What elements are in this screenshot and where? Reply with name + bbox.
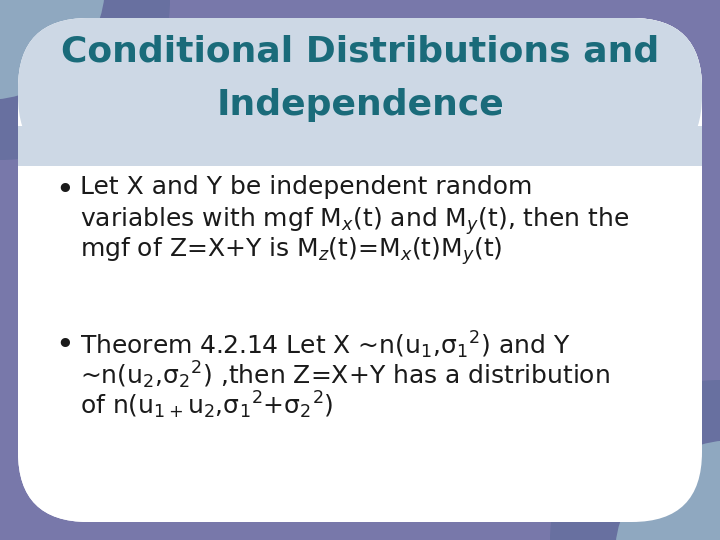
FancyBboxPatch shape [18, 126, 702, 166]
Text: ~n(u$_2$,σ$_2$$^2$) ,then Z=X+Y has a distribution: ~n(u$_2$,σ$_2$$^2$) ,then Z=X+Y has a di… [80, 360, 610, 392]
FancyBboxPatch shape [18, 18, 702, 522]
Text: •: • [55, 330, 73, 361]
Text: mgf of Z=X+Y is M$_z$(t)=M$_x$(t)M$_y$(t): mgf of Z=X+Y is M$_z$(t)=M$_x$(t)M$_y$(t… [80, 235, 503, 267]
FancyBboxPatch shape [18, 18, 702, 166]
Ellipse shape [0, 0, 170, 160]
Text: Let X and Y be independent random: Let X and Y be independent random [80, 175, 532, 199]
Text: Conditional Distributions and: Conditional Distributions and [61, 35, 659, 69]
Text: Theorem 4.2.14 Let X ~n(u$_1$,σ$_1$$^2$) and Y: Theorem 4.2.14 Let X ~n(u$_1$,σ$_1$$^2$)… [80, 330, 570, 361]
Text: •: • [55, 175, 73, 206]
Text: of n(u$_{1+}$u$_2$,σ$_1$$^2$+σ$_2$$^2$): of n(u$_{1+}$u$_2$,σ$_1$$^2$+σ$_2$$^2$) [80, 390, 333, 421]
Ellipse shape [550, 380, 720, 540]
Ellipse shape [615, 440, 720, 540]
Text: Independence: Independence [216, 88, 504, 122]
Text: variables with mgf M$_x$(t) and M$_y$(t), then the: variables with mgf M$_x$(t) and M$_y$(t)… [80, 205, 629, 237]
FancyBboxPatch shape [18, 18, 702, 522]
Ellipse shape [0, 0, 105, 100]
